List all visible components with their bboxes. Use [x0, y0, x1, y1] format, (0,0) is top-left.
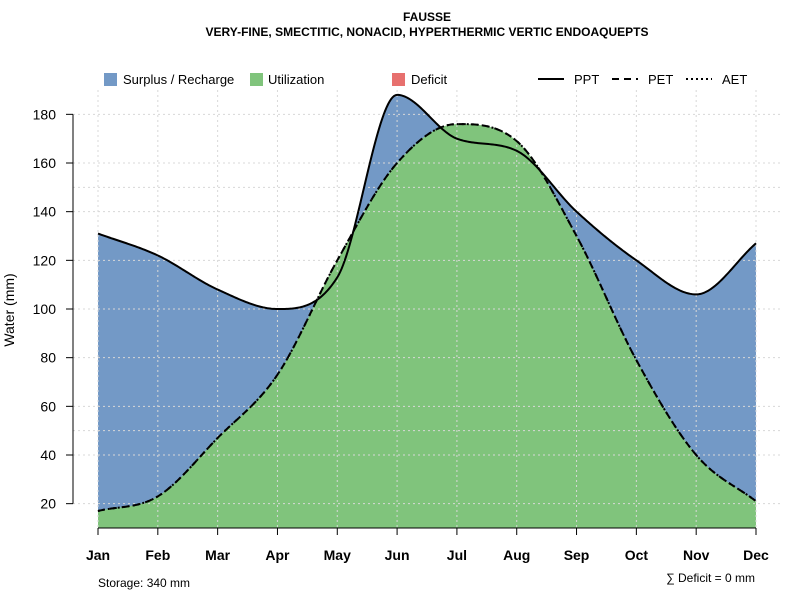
legend-label: Deficit — [411, 72, 448, 87]
storage-note: Storage: 340 mm — [98, 576, 190, 590]
y-axis-label: Water (mm) — [1, 273, 17, 346]
legend-swatch-utilization — [250, 73, 263, 86]
x-tick-label: Dec — [743, 547, 769, 563]
legend-label: AET — [722, 72, 747, 87]
y-tick-label: 100 — [33, 301, 57, 317]
legend-swatch-deficit — [392, 73, 405, 86]
y-tick-label: 180 — [33, 106, 57, 122]
x-tick-label: Oct — [625, 547, 649, 563]
y-tick-label: 160 — [33, 155, 57, 171]
y-tick-label: 120 — [33, 252, 57, 268]
x-tick-label: Nov — [683, 547, 710, 563]
y-tick-label: 60 — [40, 398, 56, 414]
x-tick-label: Apr — [265, 547, 290, 563]
y-tick-label: 140 — [33, 204, 57, 220]
legend-label: Surplus / Recharge — [123, 72, 234, 87]
pet-line — [97, 123, 757, 512]
aet-line — [97, 123, 757, 512]
legend-label: Utilization — [268, 72, 324, 87]
y-tick-label: 80 — [40, 350, 56, 366]
x-tick-label: May — [324, 547, 351, 563]
chart-subtitle: VERY-FINE, SMECTITIC, NONACID, HYPERTHER… — [206, 25, 649, 39]
deficit-note: ∑ Deficit = 0 mm — [666, 571, 755, 585]
x-tick-label: Feb — [145, 547, 170, 563]
y-tick-label: 40 — [40, 447, 56, 463]
grid-layer — [73, 90, 783, 528]
x-tick-label: Jul — [447, 547, 467, 563]
x-tick-label: Aug — [503, 547, 530, 563]
x-tick-label: Jun — [385, 547, 410, 563]
x-tick-label: Jan — [86, 547, 110, 563]
area-layer — [98, 94, 756, 529]
utilization-area — [98, 124, 756, 528]
legend-swatch-surplus-recharge — [104, 73, 117, 86]
ppt-line — [97, 93, 757, 310]
legend-label: PET — [648, 72, 673, 87]
legend: Surplus / Recharge Utilization Deficit PPT P… — [104, 72, 747, 87]
legend-label: PPT — [574, 72, 599, 87]
chart-title: FAUSSE — [403, 10, 451, 24]
x-tick-label: Sep — [564, 547, 590, 563]
axes-layer: 20 40 60 80 100 120 140 160 180 Jan Feb Mar Apr May Ju… — [33, 106, 769, 563]
series-lines — [97, 93, 757, 512]
y-tick-label: 20 — [40, 496, 56, 512]
x-tick-label: Mar — [205, 547, 230, 563]
